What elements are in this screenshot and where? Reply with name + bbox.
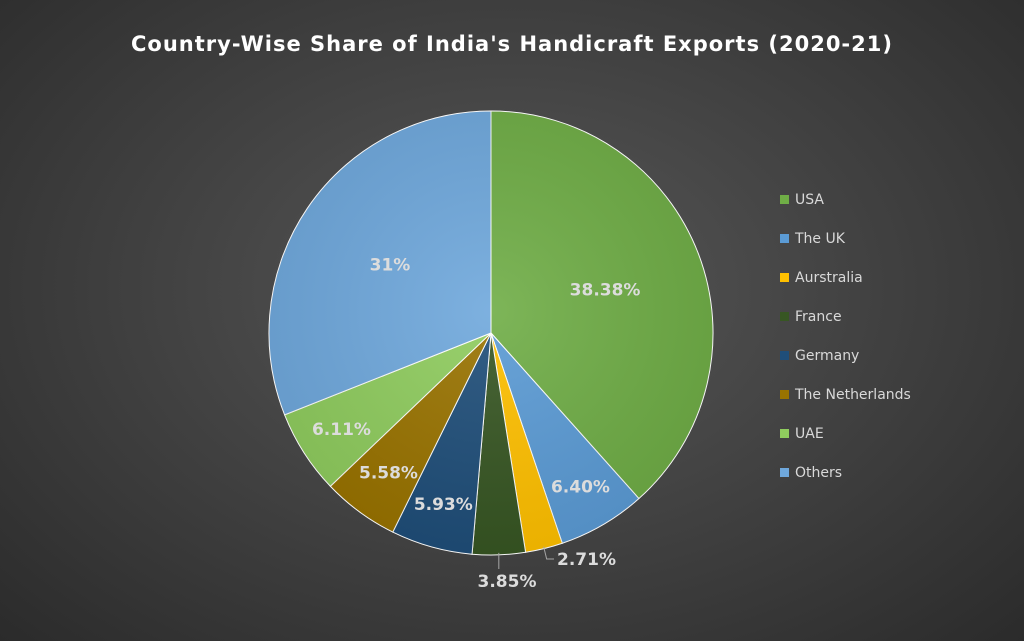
- legend-swatch: [780, 390, 789, 399]
- legend-item-the-netherlands: The Netherlands: [780, 375, 911, 414]
- legend-item-aurstralia: Aurstralia: [780, 258, 911, 297]
- legend-label: Others: [795, 464, 843, 481]
- data-label-uae: 6.11%: [312, 420, 371, 440]
- legend-swatch: [780, 312, 789, 321]
- legend-label: Germany: [795, 347, 860, 364]
- legend-swatch: [780, 234, 789, 243]
- legend-swatch: [780, 429, 789, 438]
- legend-item-the-uk: The UK: [780, 219, 911, 258]
- legend-swatch: [780, 468, 789, 477]
- data-label-others: 31%: [370, 255, 411, 275]
- data-label-aurstralia: 2.71%: [557, 550, 616, 570]
- data-label-the-uk: 6.40%: [551, 477, 610, 497]
- legend-swatch: [780, 195, 789, 204]
- legend-item-others: Others: [780, 453, 911, 492]
- data-label-germany: 5.93%: [414, 495, 473, 515]
- data-label-usa: 38.38%: [570, 280, 641, 300]
- legend: USA The UK Aurstralia France Germany The Neth…: [780, 180, 911, 492]
- chart-title: Country-Wise Share of India's Handicraft…: [131, 32, 893, 56]
- leader-line-aurstralia: [543, 546, 554, 560]
- legend-label: USA: [795, 191, 824, 208]
- legend-item-france: France: [780, 297, 911, 336]
- data-label-the-netherlands: 5.58%: [359, 464, 418, 484]
- legend-swatch: [780, 351, 789, 360]
- legend-label: Aurstralia: [795, 269, 863, 286]
- legend-item-usa: USA: [780, 180, 911, 219]
- legend-swatch: [780, 273, 789, 282]
- legend-label: The UK: [795, 230, 845, 247]
- legend-label: France: [795, 308, 842, 325]
- legend-item-uae: UAE: [780, 414, 911, 453]
- data-label-france: 3.85%: [478, 572, 537, 592]
- legend-label: UAE: [795, 425, 824, 442]
- legend-label: The Netherlands: [795, 386, 911, 403]
- legend-item-germany: Germany: [780, 336, 911, 375]
